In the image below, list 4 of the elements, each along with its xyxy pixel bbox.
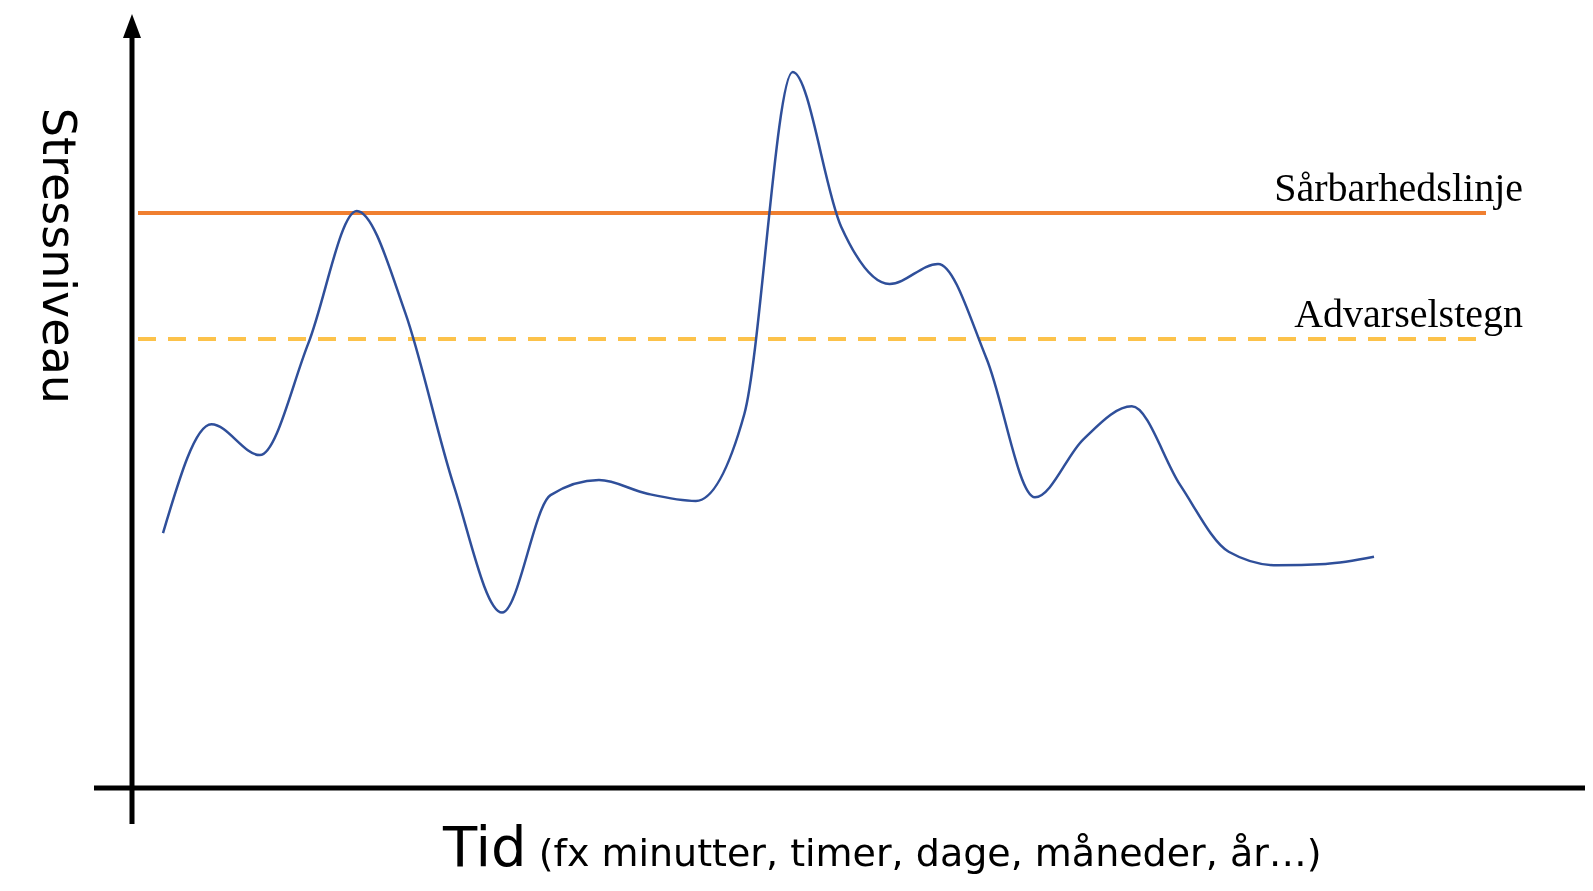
ref-line-label: Sårbarhedslinje	[1274, 165, 1523, 211]
ref-line-label: Advarselstegn	[1294, 291, 1523, 337]
x-axis-title: Tid (fx minutter, timer, dage, måneder, år…)	[442, 814, 1322, 879]
y-axis-title: Stressniveau	[32, 107, 86, 404]
